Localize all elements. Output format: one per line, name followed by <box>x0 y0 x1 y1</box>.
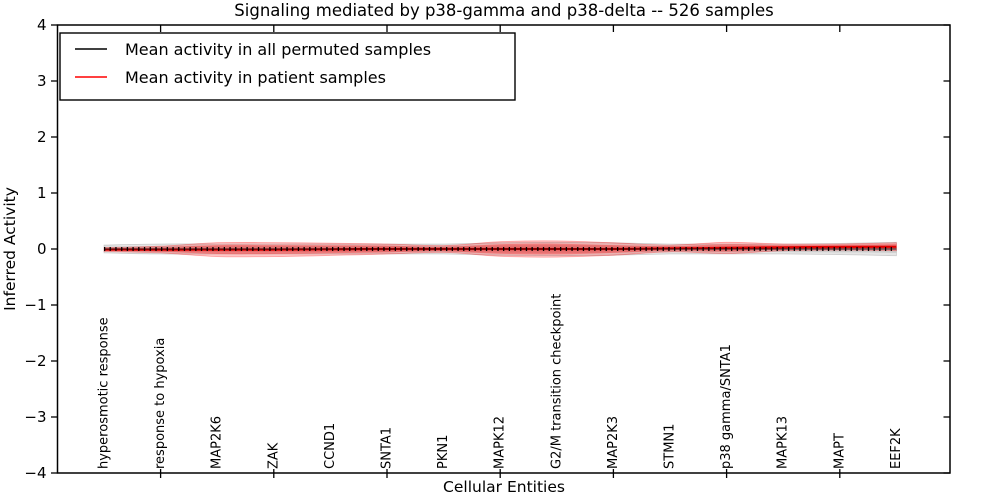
x-category-label: hyperosmotic response <box>97 317 112 469</box>
legend-box <box>59 32 516 101</box>
x-category-label: MAPT <box>832 433 847 469</box>
x-category-label: MAP2K6 <box>210 416 225 469</box>
legend-label-permuted: Mean activity in all permuted samples <box>125 40 431 59</box>
y-tick-label: 2 <box>37 128 47 146</box>
x-category-label: response to hypoxia <box>153 338 168 469</box>
x-category-label: MAPK12 <box>493 416 508 469</box>
x-category-label: ZAK <box>266 442 281 469</box>
y-tick-label: 1 <box>37 184 47 202</box>
x-category-label: STMN1 <box>663 424 678 469</box>
y-tick-label: −1 <box>24 296 46 314</box>
y-tick-label: −2 <box>24 352 46 370</box>
y-tick-label: 4 <box>37 16 47 34</box>
x-category-label: PKN1 <box>436 435 451 469</box>
y-tick-label: 3 <box>37 72 47 90</box>
x-category-label: SNTA1 <box>380 427 395 469</box>
tick-labels-layer: 4 3 2 1 0 −1 −2 −3 −4 hyperosmotic response respon… <box>24 16 904 482</box>
axes-frame-layer <box>51 24 951 478</box>
x-category-label: p38 gamma/SNTA1 <box>719 344 734 469</box>
x-category-label: MAP2K3 <box>606 416 621 469</box>
y-tick-label: −3 <box>24 408 46 426</box>
x-category-label: CCND1 <box>323 423 338 469</box>
x-axis-label: Cellular Entities <box>443 478 565 496</box>
mean-lines-layer <box>103 245 897 251</box>
chart-title: Signaling mediated by p38-gamma and p38-… <box>234 1 773 20</box>
legend-label-patient: Mean activity in patient samples <box>125 68 386 87</box>
legend: Mean activity in all permuted samples Me… <box>59 32 516 101</box>
y-tick-label: 0 <box>37 240 47 258</box>
x-category-label: G2/M transition checkpoint <box>549 294 564 469</box>
y-tick-label: −4 <box>24 464 46 482</box>
x-category-label: MAPK13 <box>776 416 791 469</box>
y-axis-label: Inferred Activity <box>1 187 19 311</box>
x-category-label: EEF2K <box>889 428 904 469</box>
